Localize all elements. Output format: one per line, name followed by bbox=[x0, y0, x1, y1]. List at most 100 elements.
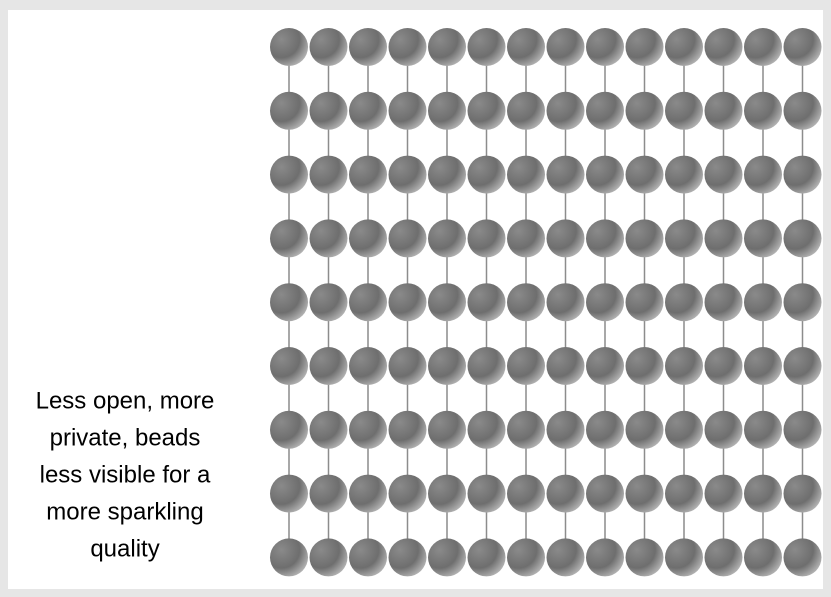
bead bbox=[547, 347, 585, 385]
bead bbox=[744, 283, 782, 321]
bead bbox=[507, 156, 545, 194]
bead bbox=[705, 92, 743, 130]
bead bbox=[705, 475, 743, 513]
bead bbox=[468, 347, 506, 385]
bead bbox=[665, 411, 703, 449]
bead bbox=[310, 219, 348, 257]
bead bbox=[626, 28, 664, 66]
bead bbox=[744, 156, 782, 194]
bead bbox=[705, 538, 743, 576]
bead bbox=[507, 283, 545, 321]
bead bbox=[349, 156, 387, 194]
bead bbox=[626, 411, 664, 449]
bead bbox=[705, 219, 743, 257]
bead bbox=[349, 219, 387, 257]
bead bbox=[468, 156, 506, 194]
bead bbox=[744, 538, 782, 576]
bead bbox=[626, 538, 664, 576]
bead bbox=[744, 28, 782, 66]
bead bbox=[784, 219, 822, 257]
bead bbox=[310, 28, 348, 66]
bead bbox=[586, 28, 624, 66]
bead bbox=[547, 283, 585, 321]
bead bbox=[665, 347, 703, 385]
bead bbox=[428, 411, 466, 449]
bead bbox=[665, 283, 703, 321]
page: {"caption": {"lines": ["Less open, more"… bbox=[0, 0, 831, 597]
bead bbox=[784, 347, 822, 385]
bead bbox=[665, 28, 703, 66]
bead bbox=[389, 28, 427, 66]
bead bbox=[428, 283, 466, 321]
bead bbox=[507, 411, 545, 449]
bead bbox=[705, 411, 743, 449]
bead bbox=[389, 219, 427, 257]
bead bbox=[389, 347, 427, 385]
bead bbox=[270, 283, 308, 321]
bead bbox=[310, 283, 348, 321]
bead bbox=[547, 411, 585, 449]
bead bbox=[507, 538, 545, 576]
caption-line: private, beads bbox=[50, 424, 201, 451]
bead bbox=[270, 156, 308, 194]
bead bbox=[270, 28, 308, 66]
bead bbox=[626, 156, 664, 194]
bead bbox=[626, 475, 664, 513]
bead bbox=[547, 92, 585, 130]
bead bbox=[468, 283, 506, 321]
bead bbox=[310, 475, 348, 513]
bead bbox=[468, 411, 506, 449]
bead bbox=[705, 347, 743, 385]
bead bbox=[270, 475, 308, 513]
bead bbox=[784, 283, 822, 321]
caption-line: Less open, more bbox=[36, 387, 215, 414]
bead bbox=[665, 538, 703, 576]
bead bbox=[428, 156, 466, 194]
bead bbox=[547, 156, 585, 194]
bead bbox=[665, 92, 703, 130]
bead bbox=[705, 28, 743, 66]
bead bbox=[626, 347, 664, 385]
bead bbox=[665, 219, 703, 257]
bead bbox=[428, 475, 466, 513]
bead bbox=[389, 538, 427, 576]
bead bbox=[547, 219, 585, 257]
bead bbox=[626, 92, 664, 130]
bead bbox=[547, 475, 585, 513]
bead bbox=[784, 28, 822, 66]
bead bbox=[468, 92, 506, 130]
bead bbox=[389, 156, 427, 194]
bead bbox=[586, 411, 624, 449]
bead bbox=[784, 538, 822, 576]
bead bbox=[349, 475, 387, 513]
bead bbox=[784, 92, 822, 130]
bead bbox=[389, 411, 427, 449]
bead bbox=[270, 347, 308, 385]
bead bbox=[586, 538, 624, 576]
bead bbox=[665, 475, 703, 513]
bead bbox=[428, 92, 466, 130]
bead bbox=[626, 219, 664, 257]
bead bbox=[468, 28, 506, 66]
bead bbox=[744, 475, 782, 513]
bead bbox=[349, 283, 387, 321]
bead bbox=[586, 283, 624, 321]
bead bbox=[744, 411, 782, 449]
bead bbox=[507, 219, 545, 257]
bead bbox=[428, 347, 466, 385]
bead bbox=[428, 538, 466, 576]
diagram: Less open, more private, beads less visi… bbox=[0, 0, 831, 597]
bead bbox=[428, 219, 466, 257]
bead bbox=[507, 347, 545, 385]
bead bbox=[586, 347, 624, 385]
bead bbox=[507, 92, 545, 130]
bead bbox=[586, 475, 624, 513]
bead bbox=[507, 475, 545, 513]
bead bbox=[310, 347, 348, 385]
bead bbox=[270, 411, 308, 449]
bead bbox=[270, 92, 308, 130]
bead bbox=[349, 411, 387, 449]
bead bbox=[468, 538, 506, 576]
bead bbox=[389, 92, 427, 130]
bead bbox=[744, 347, 782, 385]
